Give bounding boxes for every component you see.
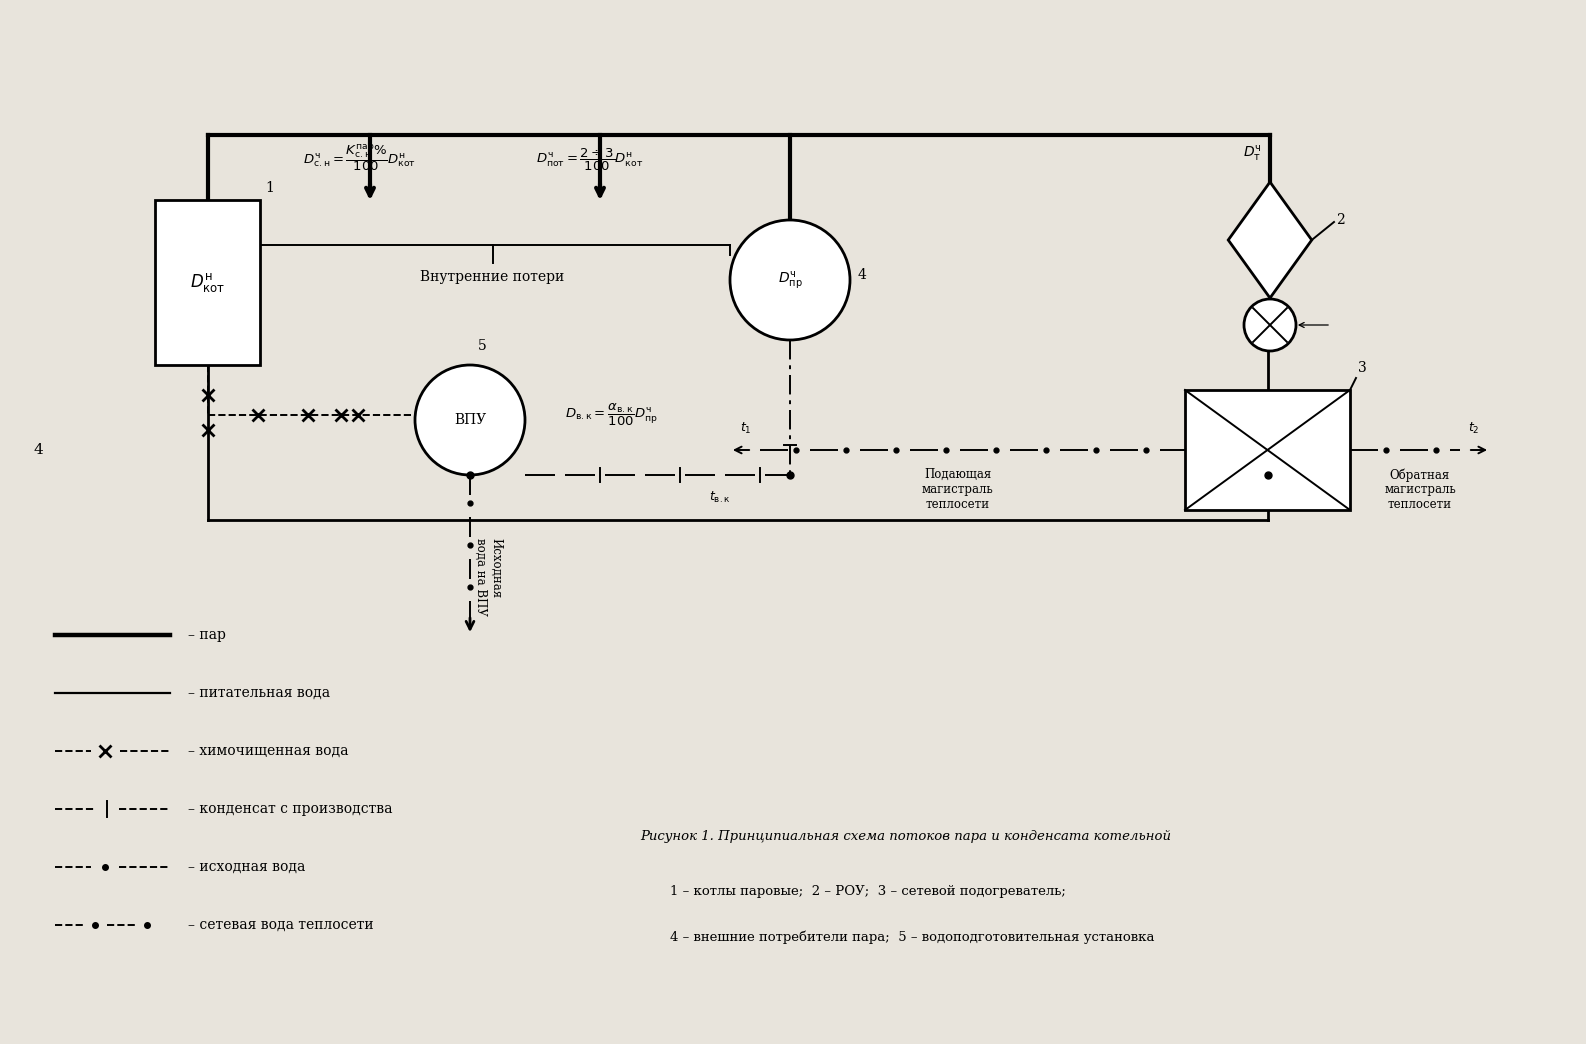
Bar [1185,390,1350,511]
Text: ВПУ: ВПУ [454,413,485,427]
Text: $D^\mathsf{н}_\mathsf{кот}$: $D^\mathsf{н}_\mathsf{кот}$ [190,271,225,294]
Text: – химочищенная вода: – химочищенная вода [189,744,349,758]
Text: 5: 5 [477,339,487,353]
Text: – исходная вода: – исходная вода [189,860,306,874]
Text: $D^\mathsf{ч}_\mathsf{пот} = \dfrac{2\div3}{100}D^\mathsf{н}_\mathsf{кот}$: $D^\mathsf{ч}_\mathsf{пот} = \dfrac{2\di… [536,147,644,173]
Circle shape [1243,299,1296,351]
Text: 2: 2 [1335,213,1345,227]
Text: $D^\mathsf{ч}_\mathsf{с.н} = \dfrac{K^\mathsf{пар}_\mathsf{с.н}\%}{100}D^\mathsf: $D^\mathsf{ч}_\mathsf{с.н} = \dfrac{K^\m… [303,142,417,173]
Text: $D^\mathsf{ч}_\mathsf{т}$: $D^\mathsf{ч}_\mathsf{т}$ [1243,144,1261,164]
Text: $t_\mathsf{в.к}$: $t_\mathsf{в.к}$ [709,490,731,505]
Text: $t_2$: $t_2$ [1469,421,1480,436]
Text: $t_1$: $t_1$ [741,421,752,436]
Text: 1 – котлы паровые;  2 – РОУ;  3 – сетевой подогреватель;: 1 – котлы паровые; 2 – РОУ; 3 – сетевой … [669,885,1066,898]
Text: – пар: – пар [189,628,225,642]
Text: – конденсат с производства: – конденсат с производства [189,802,392,816]
Text: $D_\mathsf{в.к} = \dfrac{\alpha_\mathsf{в.к}}{100}D^\mathsf{ч}_\mathsf{пр}$: $D_\mathsf{в.к} = \dfrac{\alpha_\mathsf{… [565,402,658,428]
Circle shape [416,365,525,475]
Text: – питательная вода: – питательная вода [189,686,330,699]
Text: Исходная
вода на ВПУ: Исходная вода на ВПУ [474,538,503,615]
Polygon shape [1228,182,1312,298]
Text: Подающая
магистраль
теплосети: Подающая магистраль теплосети [921,468,993,511]
Text: 1: 1 [265,181,274,195]
Text: Рисунок 1. Принципиальная схема потоков пара и конденсата котельной: Рисунок 1. Принципиальная схема потоков … [641,830,1170,843]
Text: 4: 4 [33,443,43,457]
Bar [155,200,260,365]
Circle shape [730,220,850,340]
Text: 4 – внешние потребители пара;  5 – водоподготовительная установка: 4 – внешние потребители пара; 5 – водопо… [669,930,1155,944]
Text: 4: 4 [858,268,868,282]
Text: $D^\mathsf{ч}_\mathsf{пр}$: $D^\mathsf{ч}_\mathsf{пр}$ [777,269,803,291]
Text: – сетевая вода теплосети: – сетевая вода теплосети [189,918,374,932]
Text: Обратная
магистраль
теплосети: Обратная магистраль теплосети [1385,468,1456,512]
Text: 3: 3 [1358,361,1367,375]
Text: Внутренние потери: Внутренние потери [420,270,565,284]
